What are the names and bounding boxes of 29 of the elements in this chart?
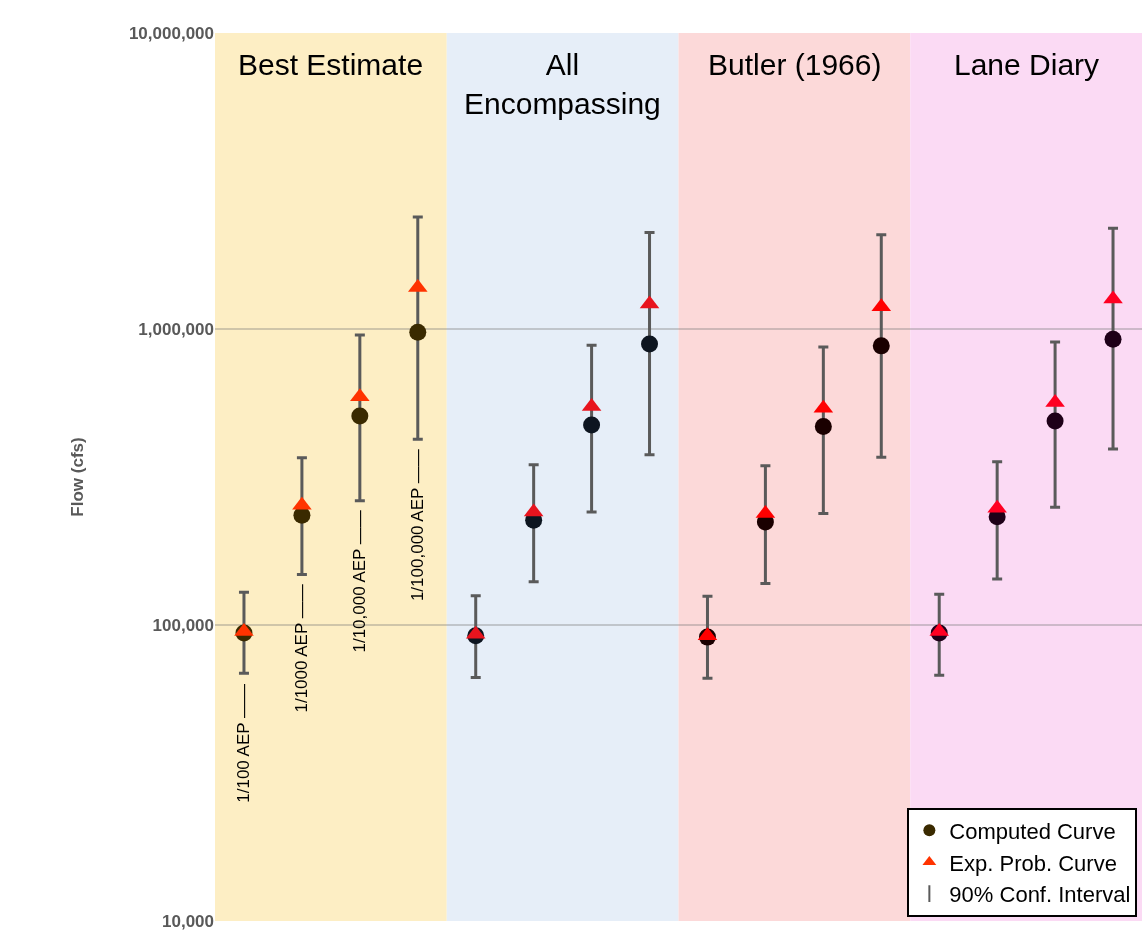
y-tick-label: 10,000 xyxy=(162,911,214,931)
point xyxy=(987,499,1007,513)
point xyxy=(641,335,659,353)
y-tick-label: 10,000,000 xyxy=(128,23,214,43)
point xyxy=(814,418,832,436)
annotation: Best Estimate xyxy=(238,48,424,81)
point xyxy=(1103,290,1123,304)
point xyxy=(409,323,427,341)
point xyxy=(292,496,312,510)
point xyxy=(1046,412,1064,430)
y-tick-label: 1,000,000 xyxy=(138,319,214,339)
legend-label: 90% Conf. Interval xyxy=(949,882,1131,908)
point xyxy=(351,407,369,425)
point xyxy=(350,388,370,402)
annotation: 1/100,000 AEP —— xyxy=(408,449,428,602)
annotation: Lane Diary xyxy=(954,48,1100,81)
point xyxy=(1104,330,1122,348)
y-axis-title: Flow (cfs) xyxy=(68,437,88,517)
annotation: 1/1000 AEP —— xyxy=(292,584,312,713)
point xyxy=(1045,393,1065,407)
annotation: All Encompassing xyxy=(464,48,661,120)
point xyxy=(583,416,601,434)
point xyxy=(872,337,890,355)
annotation: 1/10,000 AEP —— xyxy=(350,510,370,653)
y-tick-label: 100,000 xyxy=(152,615,214,635)
legend-label: Computed Curve xyxy=(949,818,1116,844)
legend-label: Exp. Prob. Curve xyxy=(949,850,1117,876)
annotation: 1/100 AEP —— xyxy=(234,683,254,803)
annotation: Butler (1966) xyxy=(708,48,882,81)
